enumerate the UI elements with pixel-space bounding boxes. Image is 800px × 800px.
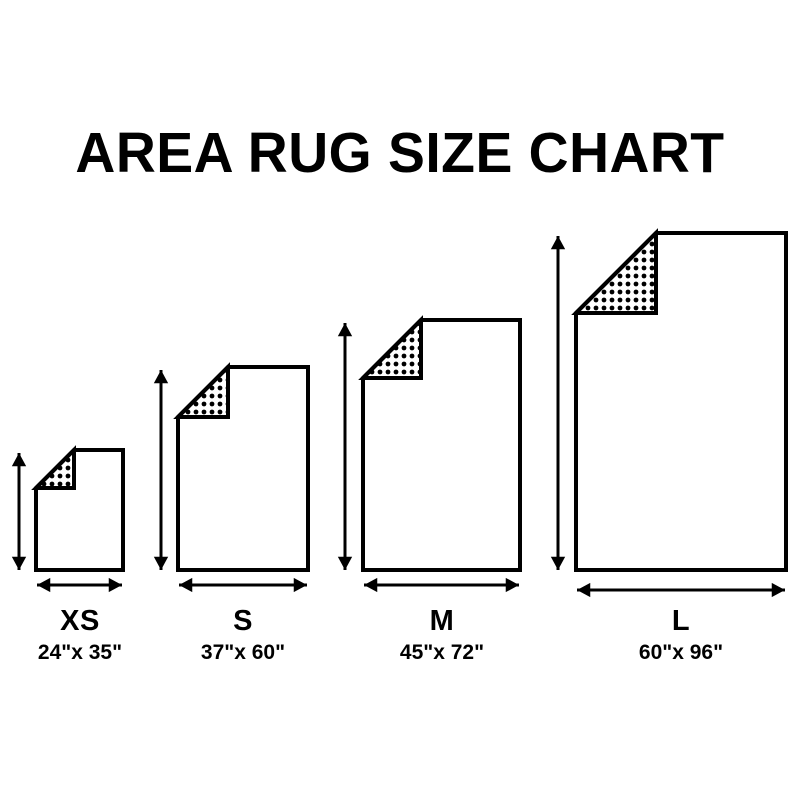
rug-fold-outline-xs [31,445,76,490]
rug-figure-s [153,362,310,593]
rug-fold-outline-l [571,228,658,315]
rug-body-xs [34,448,125,572]
size-letter-xs: XS [60,605,100,637]
size-dimensions-l: 60"x 96" [638,641,724,664]
rug-fold-outline-s [173,362,230,419]
rug-figure-m [337,315,522,593]
size-letter-m: M [429,605,455,637]
size-dimensions-m: 45"x 72" [399,641,485,664]
size-letter-s: S [233,605,253,637]
size-label-group-s: S 37"x 60" [123,606,363,666]
size-dimensions-xs: 24"x 35" [37,641,123,664]
size-label-group-l: L 60"x 96" [561,606,800,666]
rug-fold-outline-m [358,315,423,380]
size-letter-l: L [671,605,691,637]
size-dimensions-s: 37"x 60" [200,641,286,664]
rug-figure-l [550,228,788,598]
size-label-group-m: M 45"x 72" [322,606,562,666]
rug-figure-xs [11,445,125,593]
size-label-group-xs: XS 24"x 35" [0,606,200,666]
page-title: AREA RUG SIZE CHART [75,121,725,185]
